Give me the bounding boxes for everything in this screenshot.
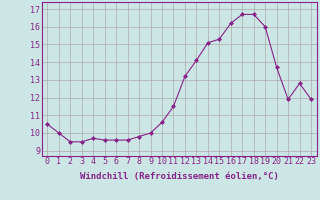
X-axis label: Windchill (Refroidissement éolien,°C): Windchill (Refroidissement éolien,°C) bbox=[80, 172, 279, 181]
